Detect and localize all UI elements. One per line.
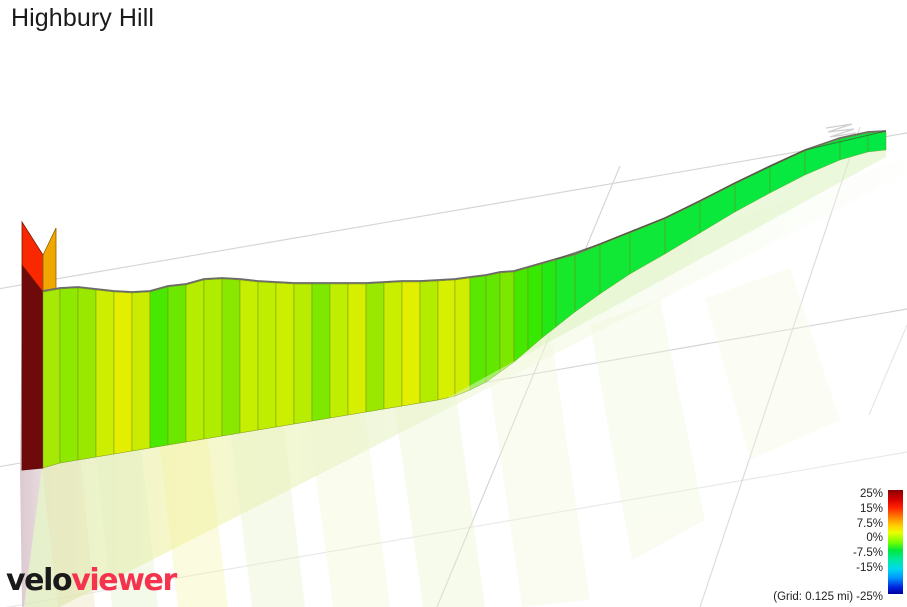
legend-label-6: -25%: [856, 591, 883, 603]
profile-left-face: [21, 220, 44, 471]
legend-label-3: 0%: [866, 532, 883, 545]
legend-label-4: -7.5%: [852, 547, 883, 560]
logo-text-viewer: viewer: [71, 563, 177, 598]
gradient-legend: 25% 15% 7.5% 0% -7.5% -15% (Grid: 0.125 …: [773, 488, 907, 607]
grid-line-horizon: [0, 132, 907, 290]
grid-interval-label: (Grid: 0.125 mi): [773, 591, 854, 603]
grid-depth-line-3: [868, 324, 907, 416]
break-marker-icon: [825, 123, 857, 138]
grid-scale-note: (Grid: 0.125 mi) -25%: [773, 591, 883, 603]
gradient-legend-bar: [888, 490, 903, 594]
profile-top-edge-right: [555, 130, 887, 260]
grid-depth-line-1: [436, 165, 621, 607]
veloviewer-logo: veloviewer: [6, 563, 177, 598]
gradient-bands: [42, 131, 887, 469]
legend-label-2: 7.5%: [856, 517, 883, 530]
legend-label-1: 15%: [859, 502, 883, 515]
gradient-legend-labels: 25% 15% 7.5% 0% -7.5% -15%: [821, 488, 883, 578]
page-title: Highbury Hill: [11, 4, 155, 32]
legend-label-5: -15%: [856, 561, 883, 574]
logo-text-velo: velo: [6, 563, 73, 598]
profile-skirt: [440, 150, 886, 402]
grid-line-floor-near: [5, 451, 907, 607]
legend-label-0: 25%: [859, 488, 883, 500]
start-flag: [42, 227, 57, 293]
